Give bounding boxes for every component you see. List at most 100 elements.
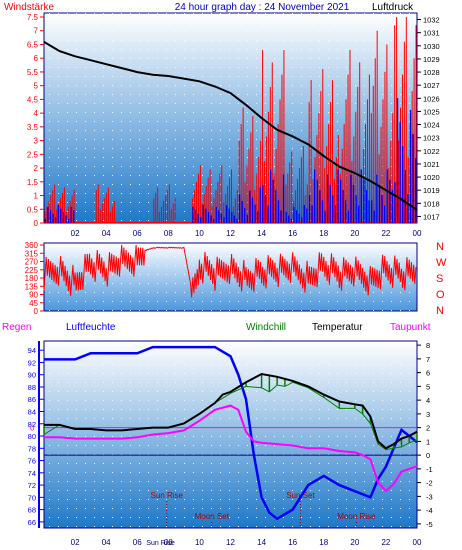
x-tick-label-bottom: 06 [133,538,142,547]
wind-speed-tick-label: 4.5 [27,95,39,104]
x-tick-label-top: 02 [71,229,80,238]
temperature-tick-label: 0 [426,451,430,460]
event-label: Moon Set [195,512,230,521]
x-tick-label-top: 18 [319,229,328,238]
temperature-axis: -5 -4 -3 -2 -1 0 1 2 3 4 5 6 7 8 [417,341,433,529]
temperature-line [44,372,418,450]
wind-direction-series [43,244,417,298]
x-tick-label-top: 10 [195,229,204,238]
compass-label: S [436,273,443,285]
x-tick-label-top: 22 [381,229,390,238]
pressure-tick-label: 1025 [423,107,440,116]
humidity-tick-label: 84 [28,408,36,417]
legend-taupunkt: Taupunkt [390,322,431,333]
temperature-tick-label: -5 [426,520,433,529]
wind-pressure-x-axis: 02 04 06 08 10 12 14 16 18 20 22 00 [71,229,422,238]
wind-speed-tick-label: 1 [34,192,39,201]
direction-tick-label: 360 [25,241,39,250]
pressure-tick-label: 1020 [423,173,440,182]
rain-zero-label: 0 [30,424,35,433]
compass-label: W [436,257,447,269]
humidity-axis: 66 68 70 72 74 76 78 80 82 84 86 88 90 92 94 [28,346,44,527]
pressure-tick-label: 1030 [423,42,440,51]
reference-lines: 0 [30,424,417,456]
pressure-tick-label: 1029 [423,55,440,64]
x-tick-label-bottom: 02 [71,538,80,547]
direction-tick-label: 90 [29,291,38,300]
temperature-tick-label: -3 [426,492,433,501]
temperature-tick-label: -1 [426,465,433,474]
pressure-line [43,41,418,211]
x-tick-label-bottom: 18 [319,538,328,547]
pressure-tick-label: 1019 [423,186,440,195]
chart-title: 24 hour graph day : 24 November 2021 [175,2,350,13]
pressure-tick-label: 1024 [423,121,440,130]
wind-speed-tick-label: 5 [34,82,39,91]
humidity-tick-label: 76 [28,457,36,466]
temperature-tick-label: 5 [426,382,430,391]
wind-speed-tick-label: 2 [34,164,39,173]
legend-temperatur: Temperatur [312,322,363,333]
humidity-tick-label: 74 [28,469,36,478]
event-label: Moon Rise [337,512,376,521]
x-tick-label-bottom: 14 [257,538,266,547]
sunrise-tick-label: Sun Rise [146,540,175,547]
x-tick-label-top: 08 [164,229,173,238]
wind-pressure-grid [44,13,417,223]
pressure-tick-label: 1023 [423,134,440,143]
humidity-tick-label: 92 [28,358,36,367]
direction-tick-label: 180 [25,274,39,283]
direction-tick-label: 45 [29,299,38,308]
humidity-line [44,345,418,521]
x-tick-label-bottom: 16 [288,538,297,547]
humidity-tick-label: 68 [28,506,36,515]
direction-tick-label: 135 [25,282,39,291]
pressure-tick-label: 1017 [423,212,440,221]
wind-direction-line [43,244,417,298]
temperature-tick-label: 1 [426,437,430,446]
x-tick-label-bottom: 10 [195,538,204,547]
humidity-series [44,345,418,521]
direction-tick-label: 270 [25,258,39,267]
x-tick-label-top: 16 [288,229,297,238]
pressure-tick-label: 1026 [423,94,440,103]
compass-label: N [436,241,444,253]
pressure-tick-label: 1027 [423,81,440,90]
x-tick-label-top: 04 [102,229,111,238]
dewpoint-line [44,404,418,493]
temperature-tick-label: 7 [426,355,430,364]
humidity-tick-label: 90 [28,371,36,380]
compass-label: N [436,305,444,317]
regen-label: Regen [2,322,31,333]
humidity-tick-label: 70 [28,493,36,502]
pressure-tick-label: 1028 [423,68,440,77]
temperature-tick-label: 4 [426,396,430,405]
wind-speed-tick-label: 0.5 [27,205,39,214]
weather-x-axis: 02 04 06 08 10 12 14 16 18 20 22 00 Sun Rise [71,538,422,547]
wind-speed-tick-label: 5.5 [27,68,39,77]
wind-speed-tick-label: 6.5 [27,40,39,49]
humidity-tick-label: 88 [28,383,36,392]
event-label: Sun Rise [151,491,184,500]
x-tick-label-bottom: 04 [102,538,111,547]
weather-grid [44,341,417,528]
humidity-tick-label: 86 [28,395,36,404]
luftfeuchte-label: Luftfeuchte [66,322,116,333]
pressure-tick-label: 1021 [423,160,440,169]
temperature-tick-label: 3 [426,410,430,419]
temperature-tick-label: 2 [426,424,430,433]
humidity-tick-label: 72 [28,481,36,490]
humidity-tick-label: 82 [28,420,36,429]
compass-label: O [436,289,445,301]
wind-speed-tick-label: 3 [34,137,39,146]
pressure-tick-label: 1031 [423,29,440,38]
pressure-series [43,41,418,211]
humidity-tick-label: 94 [28,346,36,355]
windstaerke-label: Windstärke [4,2,54,13]
humidity-tick-label: 78 [28,444,36,453]
